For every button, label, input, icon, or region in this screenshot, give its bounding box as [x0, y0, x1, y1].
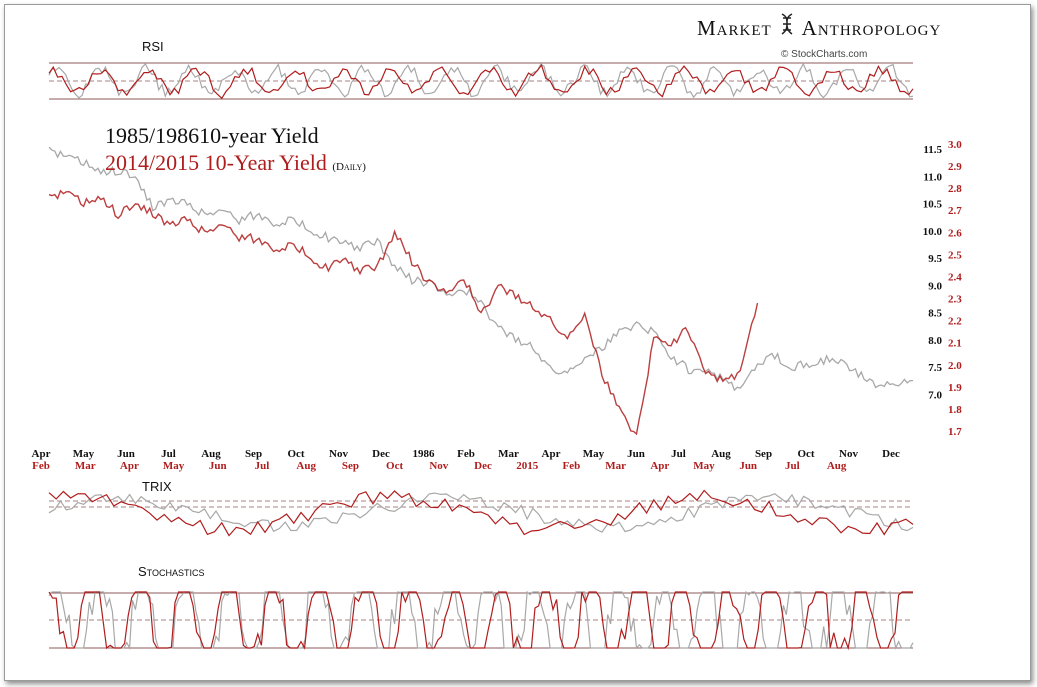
- left-axis-tick: 9.5: [928, 253, 942, 265]
- x-label-2014: Jun: [739, 460, 757, 472]
- title-2014: 2014/2015 10-Year Yield (Daily): [105, 150, 366, 176]
- rsi-2014-line: [48, 63, 914, 100]
- chart-svg: 11.5 11.0 10.5 10.0 9.5 9.0 8.5 8.0 7.5 7.0 3.0 2.9…: [32, 62, 962, 651]
- x-label-2014: Sep: [342, 460, 359, 472]
- x-label-2014: Oct: [386, 460, 403, 472]
- rsi-label: RSI: [142, 39, 164, 54]
- x-label-1985: Jul: [161, 448, 176, 460]
- x-label-1985: Oct: [797, 448, 814, 460]
- trix-label: TRIX: [142, 479, 172, 494]
- x-label-1985: Aug: [711, 448, 731, 460]
- right-axis-tick: 2.5: [948, 249, 962, 261]
- chart-frame: 11.5 11.0 10.5 10.0 9.5 9.0 8.5 8.0 7.5 7.0 3.0 2.9…: [4, 4, 1031, 681]
- x-label-1985: May: [583, 448, 605, 460]
- x-label-2014: Aug: [827, 460, 847, 472]
- x-label-2014: Jul: [255, 460, 270, 472]
- credit-text: © StockCharts.com: [781, 49, 868, 60]
- x-label-2014: May: [163, 460, 185, 472]
- series-1985-line: [48, 146, 913, 392]
- x-label-2014: Aug: [296, 460, 316, 472]
- left-axis-tick: 10.5: [923, 199, 943, 211]
- x-label-1985: Dec: [372, 448, 390, 460]
- right-axis-tick: 2.0: [948, 360, 962, 372]
- right-axis-tick: 1.9: [948, 382, 962, 394]
- x-label-1985: Oct: [287, 448, 304, 460]
- x-label-1985: Jun: [117, 448, 135, 460]
- left-axis-tick: 11.5: [923, 144, 942, 156]
- x-label-2014: 2015: [516, 460, 539, 472]
- brand-left: Market: [697, 16, 772, 40]
- x-label-1985: Sep: [755, 448, 772, 460]
- left-axis-tick: 8.5: [928, 308, 942, 320]
- x-label-1985: Apr: [542, 448, 561, 460]
- x-label-1985: Dec: [882, 448, 900, 460]
- stoch-1985-line: [48, 589, 914, 651]
- x-label-2014: Mar: [605, 460, 626, 472]
- right-axis-tick: 2.9: [948, 161, 962, 173]
- x-label-2014: Nov: [429, 460, 448, 472]
- trix-1985-line: [48, 492, 914, 533]
- title-2014-note: (Daily): [332, 161, 366, 173]
- x-label-2014: Apr: [120, 460, 139, 472]
- x-label-1985: Nov: [329, 448, 348, 460]
- x-label-1985: 1986: [413, 448, 436, 460]
- x-label-2014: Feb: [32, 460, 50, 472]
- stoch-2014-line: [48, 591, 913, 651]
- title-1985: 1985/198610-year Yield: [105, 123, 319, 148]
- right-axis-tick: 1.8: [948, 404, 962, 416]
- x-label-1985: May: [73, 448, 95, 460]
- x-label-1985: Feb: [457, 448, 475, 460]
- x-label-2014: Apr: [650, 460, 669, 472]
- x-label-1985: Nov: [839, 448, 858, 460]
- x-label-1985: Mar: [498, 448, 519, 460]
- x-label-2014: Mar: [75, 460, 96, 472]
- stochastics-label: Stochastics: [138, 564, 205, 579]
- x-label-2014: Feb: [563, 460, 581, 472]
- left-axis-tick: 8.0: [928, 335, 942, 347]
- x-label-2014: Jun: [209, 460, 227, 472]
- x-label-2014: Dec: [474, 460, 492, 472]
- right-axis-tick: 2.3: [948, 294, 962, 306]
- x-label-1985: Sep: [245, 448, 262, 460]
- right-axis-tick: 2.8: [948, 183, 962, 195]
- series-2014-line: [48, 189, 759, 436]
- trix-2014-line: [48, 489, 914, 537]
- brand-logo: Market Anthropology: [697, 13, 941, 41]
- right-axis-tick: 2.6: [948, 227, 962, 239]
- x-label-1985: Apr: [32, 448, 51, 460]
- left-axis-tick: 9.0: [928, 280, 942, 292]
- right-axis-tick: 2.4: [948, 271, 962, 283]
- dna-icon: [772, 13, 802, 41]
- right-axis-tick: 2.7: [948, 205, 962, 217]
- left-axis-tick: 7.0: [928, 389, 942, 401]
- x-label-2014: May: [693, 460, 715, 472]
- left-axis-tick: 10.0: [923, 226, 943, 238]
- brand-right: Anthropology: [801, 16, 942, 40]
- right-axis-tick: 2.2: [948, 316, 962, 328]
- right-axis-tick: 2.1: [948, 338, 962, 350]
- title-2014-main: 2014/2015 10-Year Yield: [105, 150, 327, 175]
- right-axis-tick: 1.7: [948, 426, 962, 438]
- left-axis-tick: 11.0: [923, 171, 942, 183]
- right-axis-tick: 3.0: [948, 139, 962, 151]
- x-label-1985: Jun: [627, 448, 645, 460]
- x-label-1985: Jul: [671, 448, 686, 460]
- x-label-2014: Jul: [785, 460, 800, 472]
- left-axis-tick: 7.5: [928, 362, 942, 374]
- x-label-1985: Aug: [201, 448, 221, 460]
